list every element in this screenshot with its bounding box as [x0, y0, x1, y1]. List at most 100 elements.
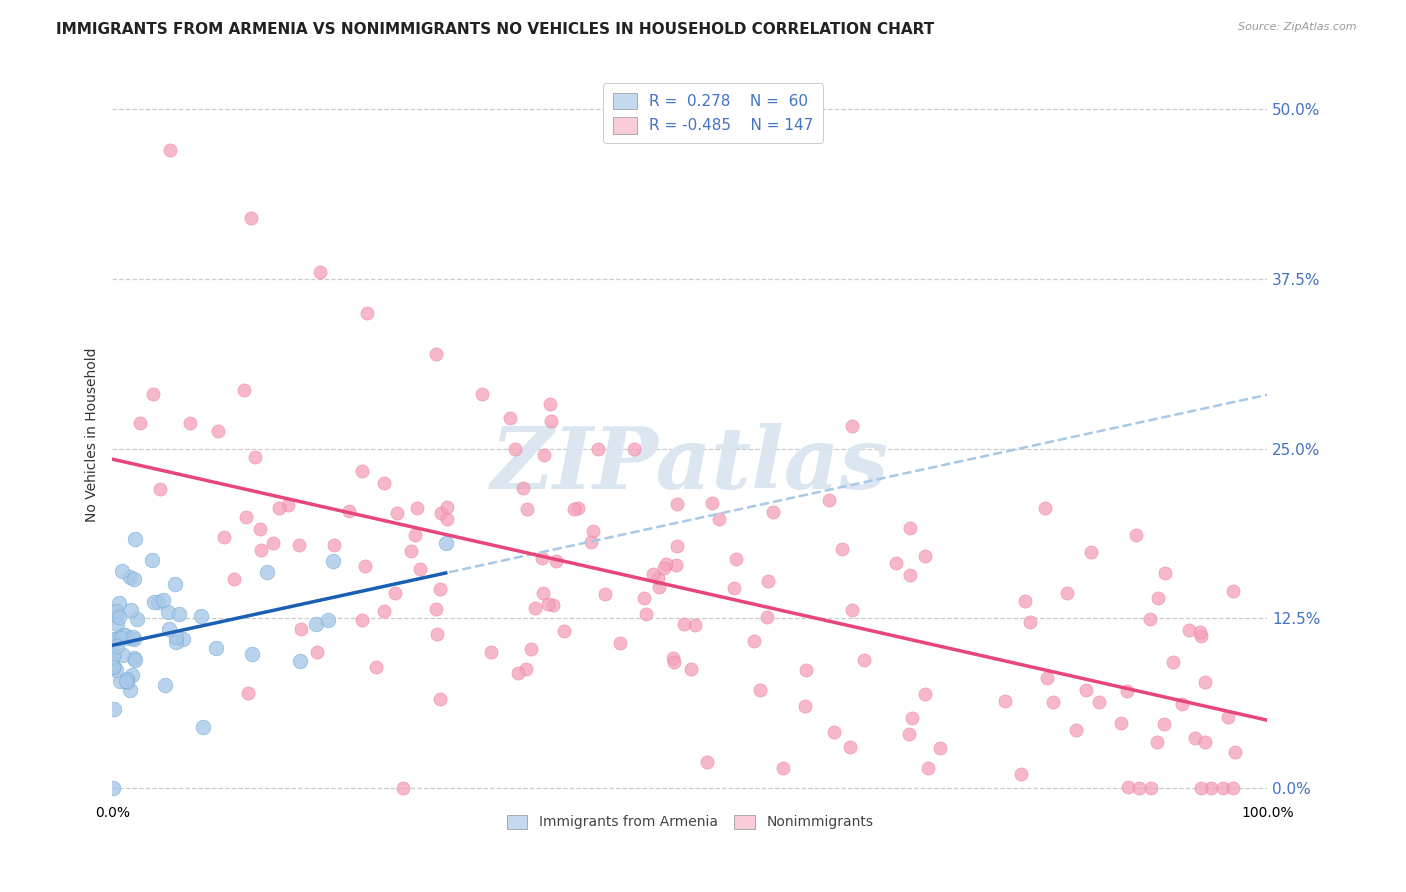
Point: [105, 632, 128, 647]
Point: [373, 604, 395, 618]
Point: [841, 419, 863, 434]
Point: [823, 724, 845, 739]
Y-axis label: No Vehicles in Household: No Vehicles in Household: [86, 348, 100, 523]
Point: [595, 586, 617, 600]
Point: [1115, 684, 1137, 698]
Point: [533, 449, 555, 463]
Point: [762, 505, 785, 519]
Point: [1076, 683, 1098, 698]
Legend: Immigrants from Armenia, Nonimmigrants: Immigrants from Armenia, Nonimmigrants: [501, 809, 879, 835]
Point: [103, 660, 125, 674]
Point: [290, 623, 312, 637]
Point: [156, 606, 179, 620]
Point: [436, 511, 458, 525]
Point: [141, 552, 163, 566]
Point: [1116, 780, 1139, 794]
Point: [385, 507, 408, 521]
Point: [917, 762, 939, 776]
Point: [207, 424, 229, 438]
Point: [586, 442, 609, 456]
Point: [104, 604, 127, 618]
Point: [401, 544, 423, 558]
Point: [267, 501, 290, 516]
Point: [408, 561, 430, 575]
Point: [471, 387, 494, 401]
Point: [146, 595, 169, 609]
Point: [118, 570, 141, 584]
Point: [224, 572, 246, 586]
Point: [356, 306, 378, 320]
Point: [263, 535, 285, 549]
Point: [114, 628, 136, 642]
Point: [541, 598, 564, 612]
Point: [125, 611, 148, 625]
Point: [309, 265, 332, 279]
Point: [337, 504, 360, 518]
Point: [172, 632, 194, 647]
Point: [567, 500, 589, 515]
Point: [553, 624, 575, 638]
Point: [115, 674, 138, 689]
Point: [148, 482, 170, 496]
Point: [531, 551, 554, 566]
Point: [1147, 591, 1170, 606]
Point: [707, 512, 730, 526]
Point: [350, 464, 373, 478]
Point: [277, 498, 299, 512]
Point: [373, 475, 395, 490]
Point: [839, 740, 862, 755]
Point: [479, 645, 502, 659]
Point: [101, 643, 124, 657]
Point: [101, 648, 124, 663]
Point: [1154, 566, 1177, 580]
Point: [634, 607, 657, 621]
Point: [322, 553, 344, 567]
Point: [212, 530, 235, 544]
Point: [316, 614, 339, 628]
Point: [1042, 695, 1064, 709]
Point: [1125, 528, 1147, 542]
Point: [155, 678, 177, 692]
Point: [700, 496, 723, 510]
Point: [544, 554, 567, 568]
Point: [354, 558, 377, 573]
Point: [831, 541, 853, 556]
Point: [886, 556, 908, 570]
Point: [101, 780, 124, 795]
Point: [152, 593, 174, 607]
Point: [384, 586, 406, 600]
Point: [426, 626, 449, 640]
Point: [111, 648, 134, 663]
Point: [436, 500, 458, 514]
Point: [122, 651, 145, 665]
Point: [121, 667, 143, 681]
Point: [143, 595, 166, 609]
Point: [430, 506, 453, 520]
Point: [1080, 545, 1102, 559]
Point: [515, 662, 537, 676]
Point: [118, 632, 141, 646]
Point: [111, 564, 134, 578]
Point: [647, 571, 669, 585]
Point: [725, 552, 748, 566]
Point: [1128, 780, 1150, 795]
Point: [742, 633, 765, 648]
Point: [114, 629, 136, 643]
Point: [897, 727, 920, 741]
Point: [723, 581, 745, 595]
Point: [582, 524, 605, 539]
Point: [1153, 716, 1175, 731]
Point: [852, 653, 875, 667]
Point: [425, 346, 447, 360]
Point: [157, 623, 180, 637]
Point: [429, 582, 451, 597]
Point: [900, 567, 922, 582]
Point: [434, 536, 457, 550]
Point: [165, 577, 187, 591]
Point: [429, 692, 451, 706]
Point: [1178, 623, 1201, 637]
Point: [928, 741, 950, 756]
Point: [901, 711, 924, 725]
Point: [243, 450, 266, 465]
Point: [165, 635, 187, 649]
